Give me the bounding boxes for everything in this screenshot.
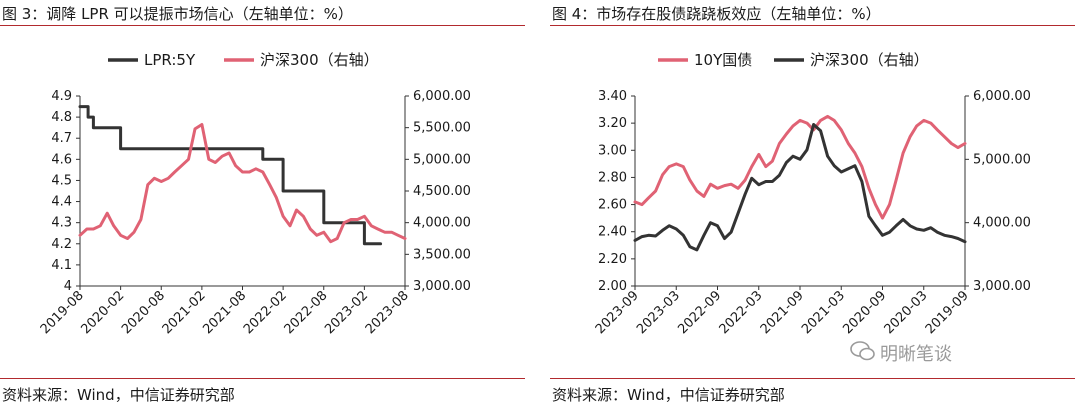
left-bottom-rule	[0, 378, 525, 379]
series-line-1	[78, 105, 383, 246]
x-tick-label: 2021-09	[758, 288, 807, 337]
left-figure-title: 图 3：调降 LPR 可以提振市场信心（左轴单位：%）	[2, 5, 353, 23]
right-y-tick-label: 5,500.00	[413, 121, 471, 136]
right-y-tick-label: 6,000.00	[973, 89, 1031, 104]
legend-label-1: LPR:5Y	[144, 51, 196, 69]
series-line-1	[633, 114, 967, 220]
x-tick-label: 2021-08	[200, 288, 249, 337]
x-tick-label: 2021-02	[160, 288, 209, 337]
left-y-tick-label: 2.80	[598, 170, 627, 185]
left-y-tick-label: 4.8	[51, 110, 72, 125]
x-tick-label: 2023-08	[363, 288, 412, 337]
left-y-tick-label: 2.00	[598, 279, 627, 294]
left-source-note: 资料来源：Wind，中信证券研究部	[2, 386, 235, 404]
left-y-tick-label: 3.00	[598, 143, 627, 158]
right-top-rule	[550, 25, 1075, 26]
x-tick-label: 2022-08	[282, 288, 331, 337]
left-y-tick-label: 4.4	[51, 195, 72, 210]
watermark-text: 明晰笔谈	[880, 344, 952, 365]
right-figure-title: 图 4：市场存在股债跷跷板效应（左轴单位：%）	[552, 5, 881, 23]
x-tick-label: 2021-03	[799, 288, 848, 337]
left-y-tick-label: 2.60	[598, 198, 627, 213]
right-y-tick-label: 4,000.00	[413, 216, 471, 231]
x-tick-label: 2022-02	[241, 288, 290, 337]
x-tick-label: 2019-09	[923, 288, 972, 337]
right-figure: 图 4：市场存在股债跷跷板效应（左轴单位：%） 3.40 3.20 3.00 2.80…	[550, 0, 1080, 405]
left-figure: 图 3：调降 LPR 可以提振市场信心（左轴单位：%） 4.9 4.8 4.7 4.6…	[0, 0, 530, 405]
right-bottom-rule	[550, 378, 1075, 379]
left-y-tick-label: 4.7	[51, 131, 72, 146]
left-chart: 4.9 4.8 4.7 4.6 4.5 4.4 4.3 4.2 4.1 4 6,000.00 5,50…	[38, 51, 471, 337]
right-y-tick-label: 3,000.00	[973, 279, 1031, 294]
x-tick-label: 2023-09	[593, 288, 642, 337]
right-y-tick-label: 3,500.00	[413, 247, 471, 262]
legend-label-2: 沪深300（右轴）	[810, 51, 929, 69]
left-y-tick-label: 4.6	[51, 152, 72, 167]
series-line-2	[78, 123, 407, 244]
wechat-icon	[850, 341, 875, 361]
x-tick-label: 2020-03	[882, 288, 931, 337]
x-tick-label: 2019-08	[38, 288, 87, 337]
x-tick-label: 2023-03	[634, 288, 683, 337]
left-y-tick-label: 4.3	[51, 216, 72, 231]
left-y-tick-label: 3.20	[598, 116, 627, 131]
left-y-tick-label: 2.20	[598, 252, 627, 267]
right-y-tick-label: 4,000.00	[973, 216, 1031, 231]
left-y-tick-label: 4.9	[51, 89, 72, 104]
right-y-tick-label: 6,000.00	[413, 89, 471, 104]
left-y-tick-label: 2.40	[598, 225, 627, 240]
right-source-note: 资料来源：Wind，中信证券研究部	[552, 386, 785, 404]
left-y-tick-label: 3.40	[598, 89, 627, 104]
right-y-tick-label: 3,000.00	[413, 279, 471, 294]
right-y-tick-label: 5,000.00	[413, 152, 471, 167]
x-tick-label: 2020-09	[840, 288, 889, 337]
x-tick-label: 2020-08	[119, 288, 168, 337]
left-top-rule	[0, 25, 525, 26]
x-tick-label: 2020-02	[78, 288, 127, 337]
x-tick-label: 2023-02	[322, 288, 371, 337]
left-y-tick-label: 4.5	[51, 173, 72, 188]
x-tick-label: 2022-03	[717, 288, 766, 337]
legend-label-2: 沪深300（右轴）	[260, 51, 379, 69]
left-y-tick-label: 4.2	[51, 237, 72, 252]
left-y-tick-label: 4	[64, 279, 72, 294]
legend-label-1: 10Y国债	[694, 51, 752, 69]
left-y-tick-label: 4.1	[51, 258, 72, 273]
x-tick-label: 2022-09	[675, 288, 724, 337]
right-y-tick-label: 5,000.00	[973, 152, 1031, 167]
right-y-tick-label: 4,500.00	[413, 184, 471, 199]
series-line-2	[633, 123, 967, 252]
right-chart: 3.40 3.20 3.00 2.80 2.60 2.40 2.20 2.00 6,000.00…	[593, 51, 1031, 337]
